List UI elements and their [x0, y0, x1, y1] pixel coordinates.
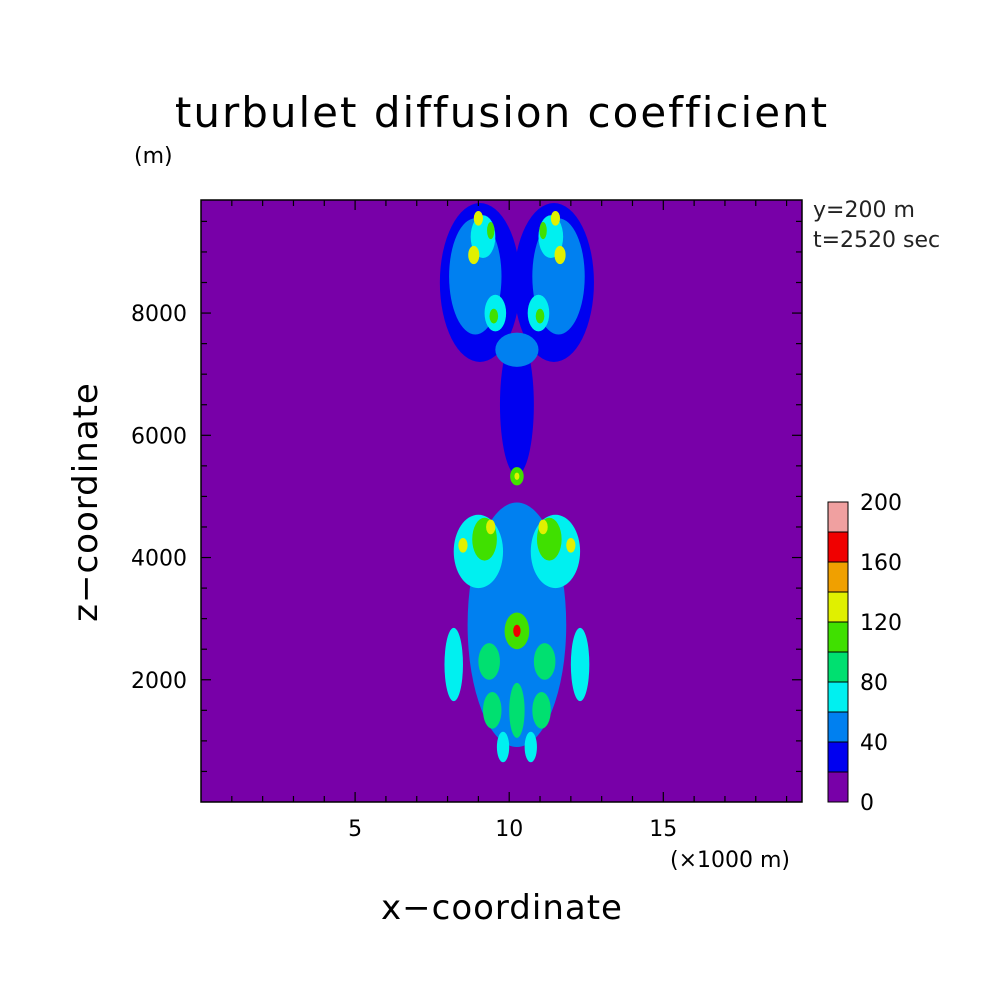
contour-region-27	[458, 537, 468, 553]
colorbar-segment	[827, 621, 849, 653]
contour-region-33	[478, 643, 500, 680]
contour-region-37	[509, 682, 525, 738]
colorbar-segment	[827, 741, 849, 773]
x-axis-unit: (×1000 m)	[670, 848, 791, 873]
contour-region-10	[468, 245, 480, 265]
chart-title: turbulet diffusion coefficient	[174, 88, 830, 137]
z-axis-unit: (m)	[134, 144, 173, 169]
plot-area	[201, 200, 802, 802]
z-tick-label: 8000	[131, 302, 187, 327]
colorbar: 0 40 80 120 160 200	[827, 491, 902, 816]
contour-region-17	[535, 308, 545, 324]
contour-region-3	[495, 332, 539, 367]
x-tick-label: 10	[495, 817, 523, 842]
contour-region-8	[473, 211, 484, 226]
z-tick-label: 4000	[131, 547, 187, 572]
colorbar-segment	[827, 681, 849, 713]
contour-region-16	[489, 308, 499, 324]
colorbar-label: 80	[860, 671, 888, 696]
colorbar-label: 0	[860, 791, 874, 816]
colorbar-segment	[827, 561, 849, 593]
contour-region-2	[499, 334, 534, 476]
colorbar-label: 200	[860, 491, 902, 516]
contour-region-36	[532, 691, 551, 729]
axes: 5 10 15 2000 4000 6000 8000	[131, 199, 803, 842]
contour-region-11	[554, 245, 566, 265]
contour-region-32	[513, 624, 521, 637]
contour-region-38	[496, 731, 510, 763]
x-tick-label: 5	[348, 817, 362, 842]
contour-region-29	[444, 627, 463, 702]
colorbar-label: 160	[860, 551, 902, 576]
z-tick-label: 6000	[131, 424, 187, 449]
contour-region-39	[524, 731, 537, 763]
contour-region-9	[550, 211, 561, 226]
z-tick-label: 2000	[131, 669, 187, 694]
contour-region-12	[487, 222, 495, 240]
colorbar-segment	[827, 531, 849, 563]
annotation-y-position: y=200 m	[813, 198, 915, 223]
x-axis-label: x−coordinate	[381, 888, 623, 928]
x-tick-label: 15	[649, 817, 677, 842]
contour-region-30	[570, 627, 590, 702]
colorbar-segment	[827, 591, 849, 623]
contour-region-19	[514, 472, 520, 480]
colorbar-segment	[827, 771, 849, 803]
colorbar-label: 120	[860, 611, 902, 636]
colorbar-segment	[827, 501, 849, 533]
contour-region-25	[486, 519, 496, 535]
contour-region-26	[538, 519, 548, 535]
colorbar-segment	[827, 651, 849, 683]
annotation-time: t=2520 sec	[813, 228, 941, 253]
plot-frame	[200, 199, 803, 803]
colorbar-label: 40	[860, 731, 888, 756]
contour-region-35	[483, 691, 502, 729]
contour-fills	[439, 203, 594, 763]
contour-region-13	[539, 222, 547, 240]
contour-region-28	[566, 537, 576, 553]
colorbar-segment	[827, 711, 849, 743]
contour-region-34	[533, 643, 556, 680]
